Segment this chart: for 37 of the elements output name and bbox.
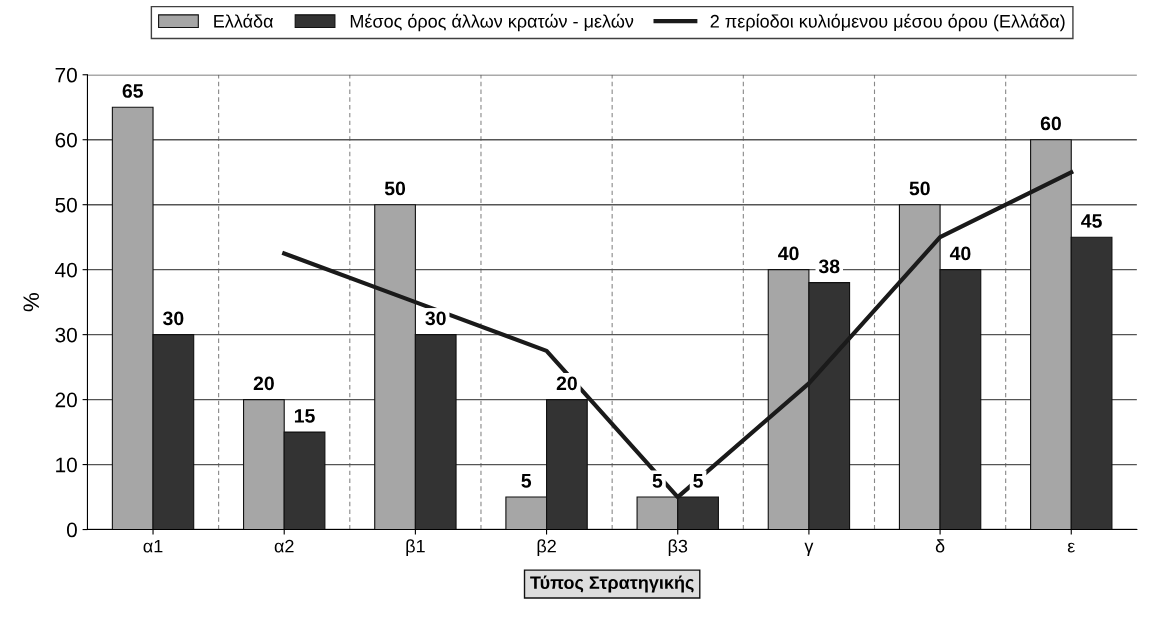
x-tick-label: γ bbox=[804, 542, 814, 557]
x-tick-label: β1 bbox=[406, 539, 425, 557]
y-tick-label: 0 bbox=[66, 522, 77, 538]
data-label: 30 bbox=[425, 311, 446, 326]
y-tick-label: 60 bbox=[55, 132, 77, 148]
x-tick-label: α2 bbox=[274, 539, 294, 553]
legend-label: Ελλάδα bbox=[214, 13, 274, 28]
data-label: 20 bbox=[556, 376, 577, 391]
data-label: 40 bbox=[778, 246, 799, 261]
data-label: 38 bbox=[818, 259, 840, 274]
x-tick-label: β3 bbox=[668, 539, 688, 557]
x-tick-label: δ bbox=[935, 539, 945, 553]
y-tick-label: 50 bbox=[55, 197, 77, 213]
data-label: 5 bbox=[521, 474, 532, 488]
data-label: 30 bbox=[163, 311, 184, 326]
y-tick-label: 30 bbox=[55, 327, 77, 343]
data-label: 45 bbox=[1081, 214, 1102, 228]
x-tick-label: ε bbox=[1067, 542, 1075, 553]
data-label: 50 bbox=[384, 181, 406, 196]
data-label: 65 bbox=[122, 84, 143, 98]
y-tick-label: 70 bbox=[55, 67, 77, 83]
x-tick-label: α1 bbox=[143, 539, 163, 553]
legend-label: 2 περίοδοι κυλιόμενου μέσου όρου (Ελλάδα) bbox=[710, 13, 1065, 32]
data-label: 50 bbox=[909, 181, 930, 196]
data-label: 5 bbox=[652, 474, 663, 488]
y-axis-title: % bbox=[23, 293, 39, 312]
data-label: 5 bbox=[693, 474, 703, 488]
data-label: 40 bbox=[949, 246, 971, 261]
data-label: 20 bbox=[253, 376, 274, 391]
y-tick-label: 20 bbox=[55, 392, 77, 408]
y-tick-label: 10 bbox=[56, 457, 77, 473]
x-axis-title: Τύπος Στρατηγικής bbox=[530, 575, 694, 593]
data-label: 15 bbox=[294, 409, 315, 423]
x-tick-label: β2 bbox=[537, 539, 556, 557]
y-tick-label: 40 bbox=[55, 262, 77, 278]
legend-label: Μέσος όρος άλλων κρατών - μελών bbox=[350, 13, 634, 32]
data-label: 60 bbox=[1040, 116, 1061, 131]
